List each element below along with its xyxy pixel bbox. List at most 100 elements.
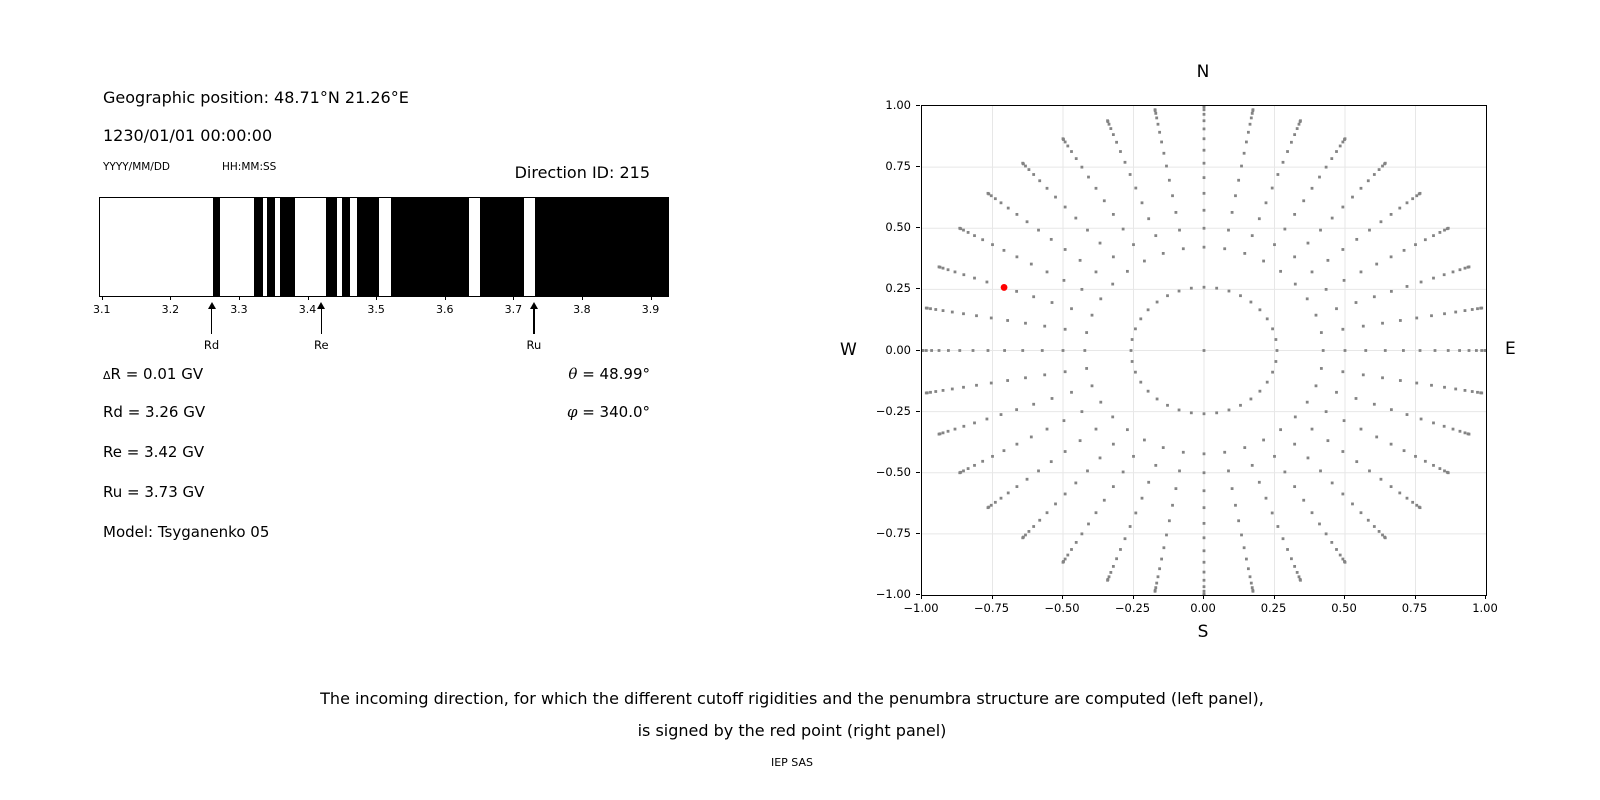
grid-dot — [1227, 408, 1231, 412]
grid-dot — [1318, 175, 1321, 179]
grid-dot — [1310, 511, 1314, 515]
grid-dot — [1111, 442, 1115, 446]
grid-dot — [1154, 234, 1158, 238]
grid-dot — [1024, 164, 1027, 168]
grid-dot — [989, 503, 993, 507]
grid-dot — [1032, 295, 1036, 299]
grid-dot — [1242, 151, 1246, 155]
grid-dot — [999, 496, 1003, 500]
forbidden-band — [325, 198, 337, 296]
grid-dot — [1418, 191, 1422, 195]
rd-value: Rd = 3.26 GV — [103, 403, 206, 421]
marker-label: Re — [313, 338, 329, 352]
grid-dot — [962, 273, 966, 277]
grid-dot — [1090, 313, 1094, 317]
grid-dot — [1189, 286, 1193, 290]
grid-dot — [1343, 137, 1347, 141]
y-tick — [916, 594, 920, 595]
grid-dot — [986, 191, 990, 195]
grid-dot — [1463, 309, 1467, 313]
grid-dot — [1290, 557, 1293, 561]
grid-dot — [1454, 387, 1458, 391]
grid-dot — [1002, 248, 1006, 252]
grid-dot — [1045, 270, 1049, 274]
grid-dot — [1463, 266, 1467, 270]
grid-dot — [1262, 438, 1265, 442]
grid-dot — [1281, 537, 1285, 541]
grid-dot — [1343, 560, 1347, 564]
grid-dot — [1099, 297, 1103, 301]
grid-dot — [941, 388, 945, 392]
grid-dot — [1202, 549, 1206, 553]
grid-dot — [1087, 175, 1090, 179]
grid-dot — [1250, 234, 1254, 238]
grid-dot — [1038, 518, 1042, 522]
grid-dot — [1202, 208, 1206, 212]
grid-dot — [1043, 324, 1047, 328]
grid-dot — [1080, 165, 1084, 169]
grid-dot — [1443, 228, 1446, 232]
grid-dot — [1111, 133, 1115, 137]
grid-dot — [1202, 112, 1206, 116]
grid-dot — [1368, 228, 1371, 232]
grid-dot — [1063, 557, 1067, 561]
grid-dot — [946, 429, 950, 433]
grid-dot — [981, 459, 985, 463]
grid-dot — [1258, 389, 1262, 393]
grid-dot — [1338, 144, 1342, 148]
grid-dot — [1029, 262, 1033, 266]
grid-dot — [1335, 150, 1338, 153]
grid-dot — [1293, 282, 1297, 286]
caption-line-1: The incoming direction, for which the di… — [320, 689, 1264, 708]
grid-dot — [1119, 150, 1122, 153]
grid-dot — [1389, 442, 1393, 446]
grid-dot — [1419, 417, 1423, 421]
grid-dot — [1202, 119, 1206, 123]
grid-dot — [1310, 186, 1314, 190]
grid-dot — [1134, 370, 1137, 374]
grid-dot — [1045, 511, 1049, 515]
grid-dot — [1153, 589, 1157, 593]
grid-dot — [1106, 119, 1109, 123]
grid-dot — [1265, 317, 1269, 321]
grid-dot — [999, 413, 1003, 416]
grid-dot — [1265, 380, 1269, 384]
grid-dot — [1119, 548, 1122, 551]
grid-dot — [1290, 140, 1293, 144]
grid-dot — [1372, 402, 1376, 406]
grid-dot — [1130, 338, 1134, 341]
grid-dot — [1270, 186, 1274, 190]
grid-dot — [953, 270, 957, 274]
grid-dot — [1139, 380, 1143, 384]
grid-dot — [1024, 533, 1027, 537]
x-tick — [513, 296, 515, 300]
grid-dot — [1359, 270, 1363, 274]
grid-dot — [1480, 391, 1484, 395]
grid-dot — [1389, 408, 1393, 412]
grid-dot — [1302, 498, 1306, 502]
grid-dot — [1202, 489, 1206, 493]
grid-dot — [1299, 578, 1302, 582]
grid-dot — [1366, 179, 1370, 183]
forbidden-band — [267, 198, 275, 296]
grid-dot — [1143, 259, 1146, 263]
y-tick-label: −0.50 — [875, 464, 911, 479]
grid-dot — [962, 312, 965, 316]
grid-dot — [922, 349, 924, 352]
grid-dot — [1015, 485, 1019, 489]
grid-dot — [1130, 360, 1134, 363]
grid-dot — [1480, 349, 1484, 352]
grid-dot — [1310, 270, 1314, 274]
grid-dot — [1063, 327, 1067, 331]
x-tick-label: 1.00 — [1472, 601, 1498, 615]
grid-dot — [1006, 379, 1010, 382]
grid-dot — [1234, 503, 1237, 507]
grid-dot — [985, 417, 989, 421]
x-tick — [921, 595, 922, 599]
grid-dot — [1297, 575, 1301, 579]
y-tick-label: 0.25 — [885, 281, 911, 296]
grid-dot — [934, 390, 938, 393]
grid-dot — [1383, 536, 1387, 540]
y-tick — [916, 532, 920, 534]
grid-dot — [1202, 560, 1206, 564]
